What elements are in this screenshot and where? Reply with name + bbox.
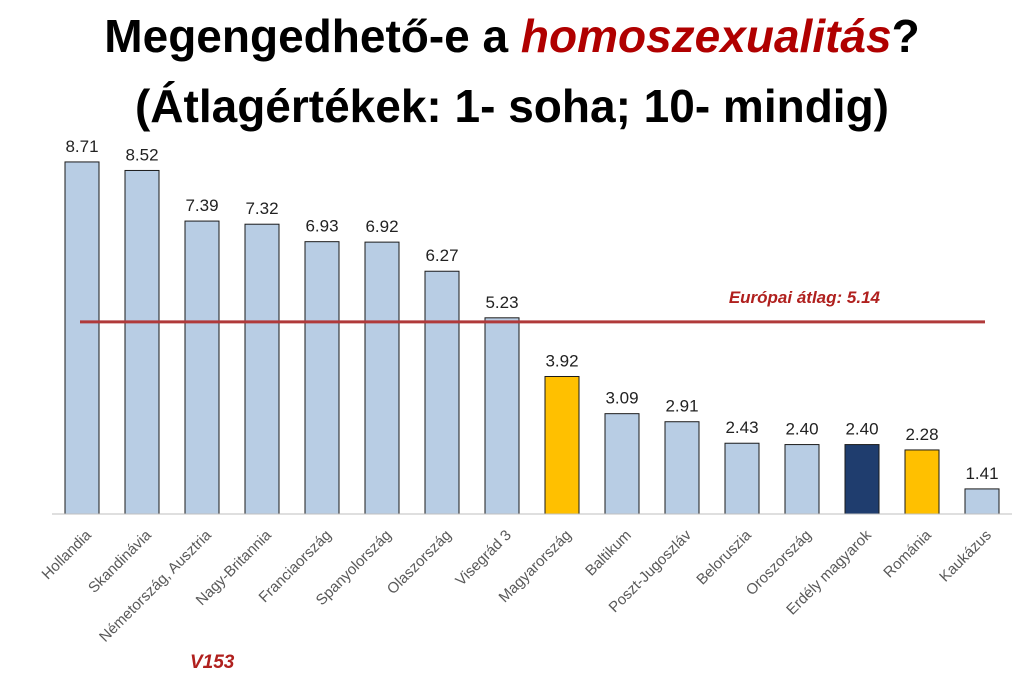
bar-13: [844, 444, 880, 515]
title-text-before: Megengedhető-e a: [104, 10, 521, 62]
bar-7: [484, 317, 520, 515]
value-labels-group: 8.71 8.52 7.39 7.32 6.93 6.92 6.27 5.23 3.92 3.09…: [65, 137, 998, 483]
category-label-2: Németország, Ausztria: [96, 526, 215, 645]
bar-9: [604, 413, 640, 515]
value-label-3: 7.32: [245, 199, 278, 218]
bar-4: [304, 241, 340, 515]
value-label-5: 6.92: [365, 217, 398, 236]
value-label-0: 8.71: [65, 137, 98, 156]
category-label-15: Kaukázus: [936, 527, 995, 586]
bar-0: [64, 161, 100, 515]
bar-11: [724, 442, 760, 515]
chart-title-line-1: Megengedhető-e a homoszexualitás?: [0, 10, 1024, 62]
title-text-after: ?: [891, 10, 920, 62]
value-label-7: 5.23: [485, 293, 518, 312]
value-label-10: 2.91: [665, 397, 698, 416]
bar-15: [964, 488, 1000, 515]
bars-group: [64, 161, 1000, 515]
value-label-1: 8.52: [125, 145, 158, 164]
title-emphasis-text: homoszexualitás: [520, 10, 892, 62]
bar-3: [244, 223, 280, 515]
value-label-15: 1.41: [965, 464, 998, 483]
value-label-11: 2.43: [725, 418, 758, 437]
value-label-13: 2.40: [845, 420, 878, 439]
bar-10: [664, 421, 700, 515]
value-label-12: 2.40: [785, 420, 818, 439]
value-label-9: 3.09: [605, 389, 638, 408]
value-label-14: 2.28: [905, 425, 938, 444]
bar-5: [364, 241, 400, 515]
bar-8: [544, 375, 580, 515]
value-label-6: 6.27: [425, 246, 458, 265]
bar-6: [424, 270, 460, 515]
category-label-7: Visegrád 3: [452, 527, 515, 590]
variable-code-footnote: V153: [190, 652, 235, 673]
bar-1: [124, 169, 160, 515]
value-label-4: 6.93: [305, 217, 338, 236]
average-reference-label: Európai átlag: 5.14: [729, 288, 881, 307]
bar-2: [184, 220, 220, 515]
bar-12: [784, 444, 820, 515]
category-label-0: Hollandia: [39, 526, 96, 583]
category-label-14: Románia: [880, 526, 935, 581]
value-label-8: 3.92: [545, 351, 578, 370]
category-label-9: Baltikum: [582, 527, 635, 580]
chart-title-line-2: (Átlagértékek: 1- soha; 10- mindig): [134, 80, 890, 132]
value-label-2: 7.39: [185, 196, 218, 215]
category-label-6: Olaszország: [384, 527, 455, 598]
bar-14: [904, 449, 940, 515]
category-label-11: Beloruszia: [693, 526, 755, 588]
